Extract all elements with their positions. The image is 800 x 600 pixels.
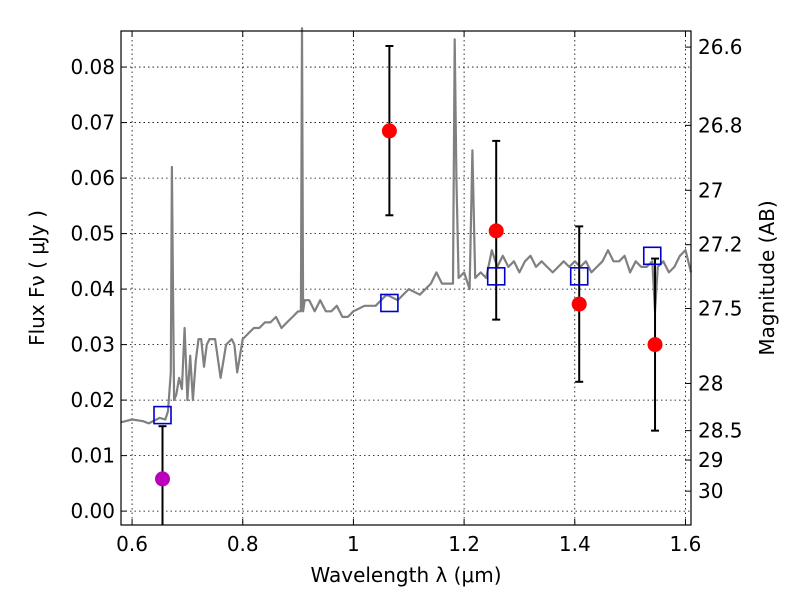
x-axis-label: Wavelength λ (μm) xyxy=(310,563,501,587)
observed-point-marker xyxy=(647,337,663,353)
observed-point-marker xyxy=(155,471,171,487)
y-tick-label: 0.04 xyxy=(70,277,115,301)
mag-tick-label: 27.2 xyxy=(698,233,743,257)
model-square-marker xyxy=(486,267,506,286)
y-tick-label: 0.06 xyxy=(70,166,115,190)
y-tick-label: 0.07 xyxy=(70,111,115,135)
y-axis-label: Flux Fν ( μJy ) xyxy=(25,210,49,346)
observed-point-marker xyxy=(381,123,397,139)
y-tick-label: 0.00 xyxy=(70,499,115,523)
x-tick-label: 1.2 xyxy=(448,532,480,556)
x-tick-label: 1 xyxy=(347,532,360,556)
y-tick-label: 0.08 xyxy=(70,55,115,79)
model-square-marker xyxy=(380,293,399,313)
mag-tick-label: 26.6 xyxy=(698,35,743,59)
mag-tick-label: 29 xyxy=(698,448,723,472)
spectrum-line xyxy=(120,27,693,425)
model-square-marker xyxy=(642,246,662,266)
model-square-marker xyxy=(153,405,172,425)
plot-frame xyxy=(120,30,692,526)
right-axis-label: Magnitude (AB) xyxy=(755,200,779,355)
marker-layer xyxy=(153,123,663,487)
x-tick-label: 0.6 xyxy=(116,532,148,556)
mag-tick-label: 28.5 xyxy=(698,419,743,443)
spectrum-layer xyxy=(120,27,693,425)
y-tick-label: 0.01 xyxy=(70,444,115,468)
mag-tick-label: 28 xyxy=(698,371,723,395)
mag-tick-label: 30 xyxy=(698,479,723,503)
y-tick-label: 0.05 xyxy=(70,222,115,246)
mag-tick-label: 27 xyxy=(698,178,723,202)
observed-point-marker xyxy=(488,223,504,239)
x-tick-label: 1.6 xyxy=(670,532,702,556)
x-tick-label: 1.4 xyxy=(559,532,591,556)
mag-tick-label: 27.5 xyxy=(698,297,743,321)
tick-layer: 0.6 0.8 1 1.2 1.4 1.6 0.00 0.01 0.02 0.03 0.04 0.05… xyxy=(70,31,743,556)
y-tick-label: 0.03 xyxy=(70,333,115,357)
y-tick-label: 0.02 xyxy=(70,388,115,412)
mag-tick-label: 26.8 xyxy=(698,113,743,137)
grid-lines xyxy=(121,31,691,525)
x-tick-label: 0.8 xyxy=(227,532,259,556)
model-square-marker xyxy=(569,267,589,286)
observed-point-marker xyxy=(571,296,587,312)
